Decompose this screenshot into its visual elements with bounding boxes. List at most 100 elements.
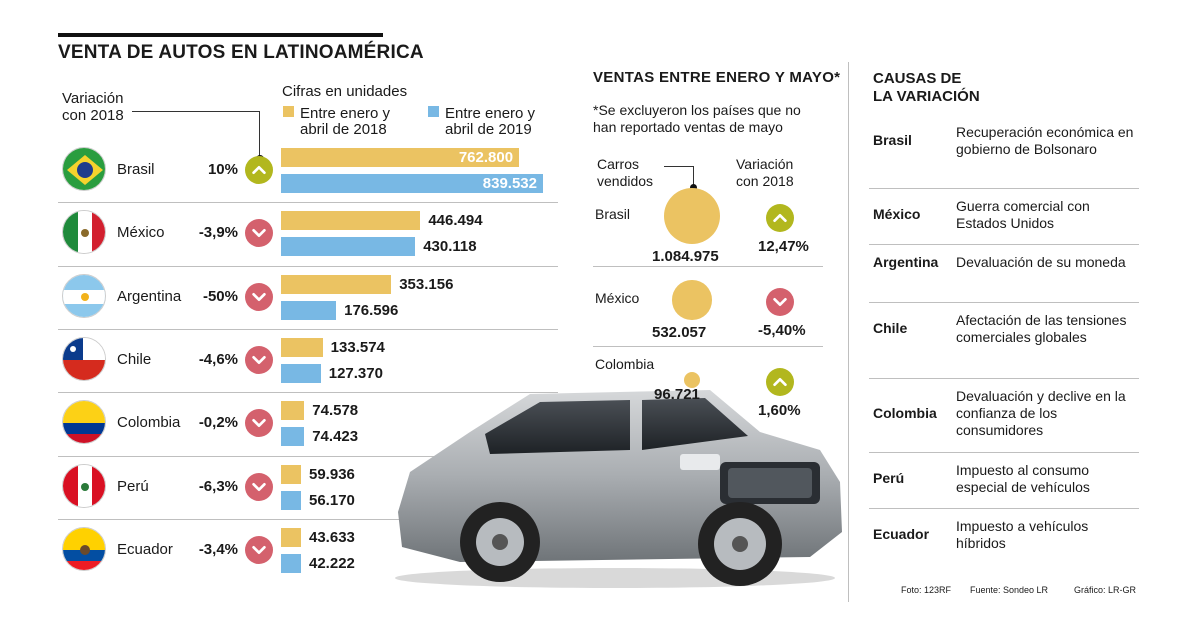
chevron-down-icon <box>252 545 266 554</box>
cause-text: Impuesto al consumo especial de vehículo… <box>956 462 1090 495</box>
sales-bubble <box>683 371 701 389</box>
bar-2018 <box>281 527 301 547</box>
increase-indicator <box>766 204 794 232</box>
bar-value-label: 430.118 <box>423 238 477 256</box>
country-label: Perú <box>117 477 149 495</box>
bar-value-label: 43.633 <box>309 528 355 546</box>
row-divider <box>869 302 1139 303</box>
cause-text: Devaluación de su moneda <box>956 254 1126 270</box>
row-divider <box>869 244 1139 245</box>
legend-label-2019: Entre enero y abril de 2019 <box>445 105 536 138</box>
bubble-value-label: 532.057 <box>652 323 707 341</box>
variation-value: -6,3% <box>198 477 238 495</box>
row-divider <box>58 328 558 330</box>
row-divider <box>869 452 1139 453</box>
cause-country-label: Brasil <box>873 132 912 148</box>
ecuador-flag-icon <box>62 526 106 571</box>
bar-2019 <box>281 237 416 257</box>
bar-2019 <box>281 300 337 320</box>
variation-leader-line <box>132 111 260 159</box>
decrease-indicator <box>245 535 273 564</box>
legend-swatch-2019 <box>428 106 439 117</box>
cause-text: Recuperación económica en gobierno de Bo… <box>956 124 1134 157</box>
cars-sold-leader-dot <box>690 184 697 191</box>
decrease-indicator <box>766 288 794 316</box>
decrease-indicator <box>245 472 273 501</box>
bar-2019 <box>281 427 305 447</box>
chevron-down-icon <box>252 419 266 428</box>
sales-bubble <box>672 280 712 320</box>
variation-value: -0,2% <box>198 414 238 432</box>
chart-title: VENTA DE AUTOS EN LATINOAMÉRICA <box>58 42 424 63</box>
bar-2018 <box>281 337 323 357</box>
cause-text: Afectación de las tensiones comerciales … <box>956 312 1127 345</box>
variation-label: Variación con 2018 <box>62 90 124 124</box>
sales-bubble <box>664 188 720 244</box>
bar-2019 <box>281 363 321 383</box>
cause-country-label: Argentina <box>873 253 939 270</box>
country-label: Ecuador <box>117 540 173 558</box>
row-divider <box>593 346 823 347</box>
row-divider <box>58 455 558 457</box>
country-label: Chile <box>117 350 152 368</box>
bar-2018 <box>281 211 421 231</box>
increase-indicator <box>245 156 273 184</box>
bar-2018 <box>281 148 520 167</box>
variation-value: -3,9% <box>198 224 238 242</box>
units-label: Cifras en unidades <box>282 83 408 100</box>
chevron-up-icon <box>252 165 266 175</box>
cars-sold-leader-line <box>664 166 694 188</box>
row-divider <box>593 266 823 267</box>
chile-flag-icon <box>62 336 106 381</box>
bubble-country-label: México <box>595 290 640 306</box>
bar-2019 <box>281 490 301 510</box>
bubble-variation-value: -5,40% <box>758 322 806 339</box>
peru-flag-icon <box>62 463 106 508</box>
row-divider <box>869 508 1139 509</box>
graphic-credit: Gráfico: LR-GR <box>1074 585 1137 595</box>
country-label: Brasil <box>117 161 155 178</box>
variation-value: 10% <box>207 161 238 178</box>
bar-value-label: 133.574 <box>330 338 385 356</box>
decrease-indicator <box>245 409 273 438</box>
bar-value-label: 74.578 <box>312 402 359 420</box>
row-divider <box>58 518 558 520</box>
country-label: México <box>117 224 165 242</box>
source-credit: Fuente: Sondeo LR <box>970 585 1049 595</box>
bar-value-label: 59.936 <box>309 465 355 483</box>
row-divider <box>58 202 558 204</box>
decrease-indicator <box>245 345 273 374</box>
photo-credit: Foto: 123RF <box>901 585 952 595</box>
country-label: Argentina <box>117 287 182 305</box>
car-illustration <box>395 390 842 588</box>
country-label: Colombia <box>117 414 181 432</box>
decrease-indicator <box>245 219 273 248</box>
chevron-down-icon <box>773 297 787 307</box>
cause-country-label: Ecuador <box>873 526 930 542</box>
variation-value: -4,6% <box>198 350 238 368</box>
mexico-flag-icon <box>62 210 106 255</box>
cars-sold-header: Carros vendidos <box>597 156 654 189</box>
row-divider <box>869 378 1139 379</box>
row-divider <box>58 265 558 267</box>
chevron-up-icon <box>773 213 787 223</box>
cause-country-label: Colombia <box>873 404 937 421</box>
bar-value-label: 74.423 <box>312 428 359 446</box>
cause-text: Devaluación y declive en la confianza de… <box>956 388 1126 438</box>
cause-country-label: Perú <box>873 470 905 486</box>
column-divider <box>848 62 849 602</box>
legend-swatch-2018 <box>283 106 294 117</box>
middle-title: VENTAS ENTRE ENERO Y MAYO* <box>593 69 841 86</box>
increase-indicator <box>766 368 794 396</box>
cause-text: Impuesto a vehículos híbridos <box>956 518 1089 551</box>
middle-variation-header: Variación con 2018 <box>736 156 794 189</box>
argentina-flag-icon <box>62 273 106 318</box>
cause-text: Guerra comercial con Estados Unidos <box>956 198 1090 231</box>
decrease-indicator <box>245 282 273 311</box>
bar-value-label: 762.800 <box>458 149 514 166</box>
bubble-value-label: 1.084.975 <box>652 248 719 265</box>
middle-note: *Se excluyeron los países que no han rep… <box>593 102 801 135</box>
bubble-country-label: Colombia <box>595 356 655 372</box>
chevron-up-icon <box>773 377 787 387</box>
bar-value-label: 127.370 <box>328 364 383 382</box>
